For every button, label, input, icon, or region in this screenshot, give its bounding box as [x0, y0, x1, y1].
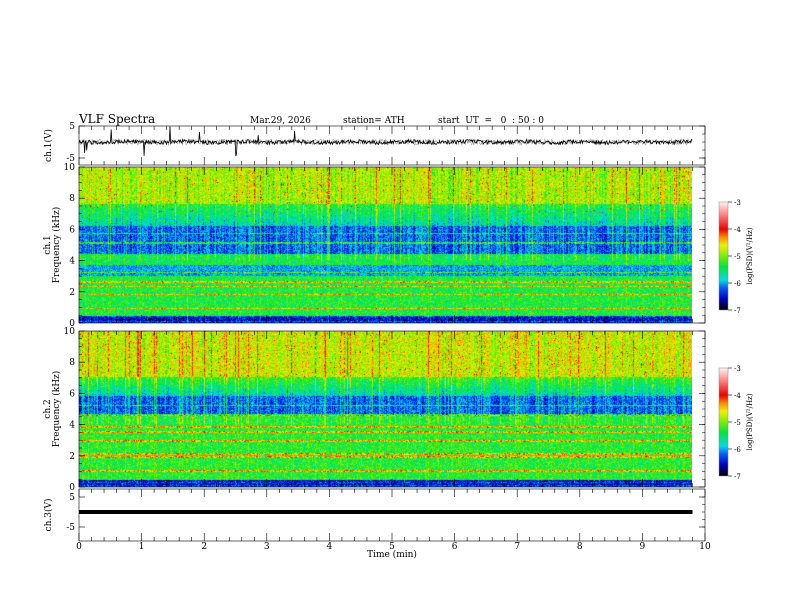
- ch2-spectrogram-ylabel: Frequency (kHz): [51, 371, 62, 448]
- x-tick-label: 8: [577, 542, 583, 552]
- ch1-spectrogram-image: [79, 167, 692, 323]
- ch1-spectrogram-ytick-label: 8: [69, 194, 75, 204]
- ch1-spectrogram-colorbar-label: log(PSD)(V²/Hz): [746, 227, 754, 284]
- colorbar-tick-label: -6: [734, 446, 741, 454]
- colorbar-tick-label: -7: [734, 473, 741, 481]
- station-label: station= ATH: [343, 116, 405, 126]
- ch2-spectrogram-colorbar-frame: [718, 367, 729, 477]
- ch1-spectrogram-ylabel: Frequency (kHz): [51, 207, 62, 284]
- ch1-spectrogram-ytick-label: 0: [69, 319, 75, 329]
- ch1-spectrogram-ytick-label: 10: [64, 163, 76, 173]
- ch3-waveform-ylabel: ch.3(V): [43, 499, 54, 532]
- x-tick-label: 0: [76, 542, 82, 552]
- ch1-spectrogram-colorbar-frame: [718, 201, 729, 311]
- figure-title: VLF Spectra: [78, 112, 155, 126]
- ch1-spectrogram-ytick-label: 2: [69, 288, 75, 298]
- ch1-waveform-ytick-label: -5: [66, 154, 75, 164]
- x-axis-label: Time (min): [367, 549, 417, 560]
- x-tick-label: 2: [201, 542, 207, 552]
- colorbar-tick-label: -6: [734, 280, 741, 288]
- x-tick-label: 7: [514, 542, 520, 552]
- ch1-spectrogram-frame: [78, 166, 706, 324]
- ch1-spectrogram-ylabel-channel: ch.1: [43, 235, 53, 254]
- x-tick-label: 1: [139, 542, 145, 552]
- ch1-spectrogram-ytick-label: 6: [69, 225, 75, 235]
- start-ut-label: start UT = 0 : 50 : 0: [438, 116, 544, 126]
- x-tick-label: 10: [699, 542, 711, 552]
- x-tick-label: 6: [452, 542, 458, 552]
- colorbar-tick-label: -4: [734, 392, 741, 400]
- ch1-colorbar: [719, 202, 728, 310]
- colorbar-tick-label: -3: [734, 199, 741, 207]
- ch2-spectrogram-ytick-label: 10: [64, 327, 76, 337]
- x-tick-label: 4: [327, 542, 333, 552]
- ch2-colorbar: [719, 368, 728, 476]
- ch3-waveform-ytick-label: -5: [66, 523, 75, 533]
- ch3-waveform-ytick-label: 5: [69, 493, 75, 503]
- ch1-waveform-ylabel: ch.1(V): [43, 129, 54, 162]
- ch1-waveform-ytick-label: 5: [69, 122, 75, 132]
- colorbar-tick-label: -5: [734, 419, 741, 427]
- ch1-waveform-line: [78, 126, 693, 157]
- colorbar-tick-label: -7: [734, 307, 741, 315]
- ch2-spectrogram-ytick-label: 2: [69, 452, 75, 462]
- ch2-spectrogram-ytick-label: 4: [69, 421, 75, 431]
- colorbar-tick-label: -5: [734, 253, 741, 261]
- ch2-spectrogram-image: [79, 331, 692, 487]
- ch2-spectrogram-ytick-label: 0: [69, 483, 75, 493]
- colorbar-tick-label: -3: [734, 365, 741, 373]
- x-tick-label: 9: [640, 542, 646, 552]
- x-tick-label: 5: [389, 542, 395, 552]
- ch2-spectrogram-ytick-label: 6: [69, 389, 75, 399]
- x-tick-label: 3: [264, 542, 270, 552]
- ch1-spectrogram-ytick-label: 4: [69, 257, 75, 267]
- ch2-spectrogram-colorbar-label: log(PSD)(V²/Hz): [746, 393, 754, 450]
- ch2-spectrogram-frame: [78, 330, 706, 488]
- date-label: Mar.29, 2026: [250, 116, 311, 126]
- ch2-spectrogram-ylabel-channel: ch.2: [43, 399, 53, 418]
- colorbar-tick-label: -4: [734, 226, 741, 234]
- ch2-spectrogram-ytick-label: 8: [69, 358, 75, 368]
